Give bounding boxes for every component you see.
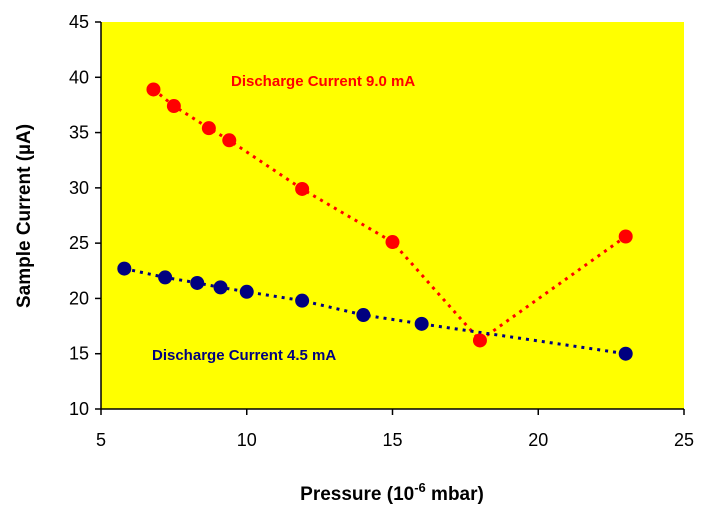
y-tick-label: 35: [69, 123, 89, 143]
series-1-point: [190, 275, 205, 290]
x-axis-title: Pressure (10-6 mbar): [300, 480, 484, 505]
series-1-point: [295, 293, 310, 308]
series-1-point: [158, 270, 173, 285]
y-tick-label: 45: [69, 12, 89, 32]
x-tick-label: 5: [96, 430, 106, 450]
series-0-point: [201, 121, 216, 136]
x-axis-title-main: Pressure (10: [300, 484, 414, 505]
series-0-point: [618, 229, 633, 244]
y-tick-label: 30: [69, 178, 89, 198]
y-tick-label: 25: [69, 233, 89, 253]
y-tick-label: 10: [69, 399, 89, 419]
series-1-point: [213, 280, 228, 295]
series-0-point: [146, 82, 161, 97]
y-tick-label: 20: [69, 288, 89, 308]
y-tick-label: 40: [69, 67, 89, 87]
series-0-point: [166, 99, 181, 114]
x-tick-label: 10: [237, 430, 257, 450]
plot-area: [101, 22, 684, 409]
x-tick-label: 25: [674, 430, 694, 450]
y-ticks: 10 15 20 25 30 35 40 45: [69, 12, 101, 419]
series-1-point: [239, 284, 254, 299]
series-0-point: [472, 333, 487, 348]
series-0-point: [222, 133, 237, 148]
series-0-point: [295, 181, 310, 196]
series-1-point: [117, 261, 132, 276]
x-tick-label: 20: [528, 430, 548, 450]
x-axis-title-tail: mbar): [426, 484, 484, 505]
x-axis-title-sup: -6: [414, 480, 426, 495]
series-label-4-5mA: Discharge Current 4.5 mA: [152, 347, 336, 364]
y-axis-title: Sample Current (µA): [14, 124, 35, 308]
series-1-point: [618, 346, 633, 361]
series-1-line: [123, 267, 626, 356]
series-label-9mA: Discharge Current 9.0 mA: [231, 73, 415, 90]
series-1-point: [414, 316, 429, 331]
x-tick-label: 15: [382, 430, 402, 450]
data-points: [117, 82, 633, 361]
x-ticks: 5 10 15 20 25: [96, 409, 694, 450]
series-1-point: [356, 308, 371, 323]
series-0-point: [385, 235, 400, 250]
y-tick-label: 15: [69, 344, 89, 364]
